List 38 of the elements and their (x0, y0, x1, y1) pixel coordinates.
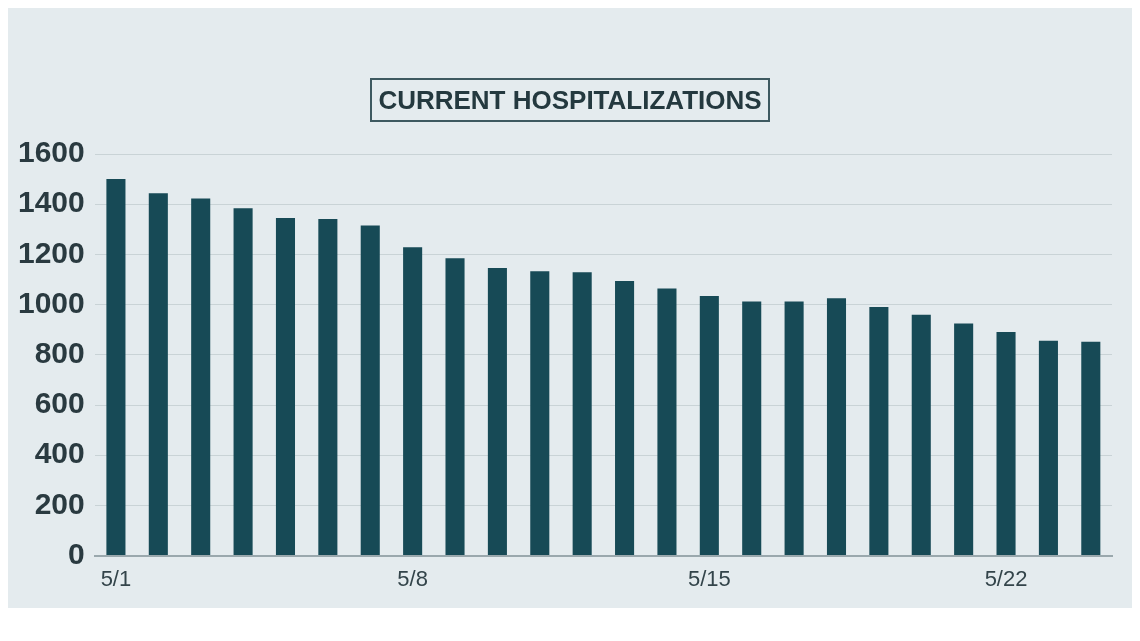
bar (445, 258, 465, 556)
bar (699, 296, 719, 556)
bar (911, 314, 931, 556)
bar (954, 323, 974, 556)
x-tick-label: 5/1 (100, 565, 132, 591)
bar (615, 281, 635, 556)
y-tick-label: 1000 (17, 285, 85, 319)
y-tick-label: 1400 (17, 185, 85, 219)
bar (487, 267, 507, 556)
bar (657, 288, 677, 556)
bar (148, 193, 168, 556)
y-tick-label: 800 (34, 336, 85, 370)
bar (572, 272, 592, 556)
y-tick-label: 400 (34, 436, 85, 470)
bar (318, 219, 338, 556)
y-tick-label: 0 (68, 536, 85, 570)
bar (996, 331, 1016, 556)
bar (191, 198, 211, 556)
chart-title: CURRENT HOSPITALIZATIONS (370, 78, 770, 122)
x-tick-label: 5/8 (397, 565, 428, 591)
bar (1038, 340, 1058, 556)
bar (275, 218, 296, 556)
bar (869, 307, 889, 556)
bar (360, 225, 380, 556)
bar (742, 301, 762, 556)
y-tick-label: 200 (34, 486, 85, 520)
bar (826, 298, 847, 556)
bar (233, 208, 253, 556)
x-tick-label: 5/15 (687, 565, 731, 591)
x-tick-label: 5/22 (984, 565, 1028, 591)
y-tick-label: 600 (34, 386, 85, 420)
bar (530, 271, 550, 556)
y-tick-label: 1600 (17, 135, 85, 169)
bar (1081, 341, 1101, 556)
y-tick-label: 1200 (17, 235, 85, 269)
bar (784, 301, 804, 556)
bar (106, 179, 126, 556)
bar (403, 247, 423, 556)
